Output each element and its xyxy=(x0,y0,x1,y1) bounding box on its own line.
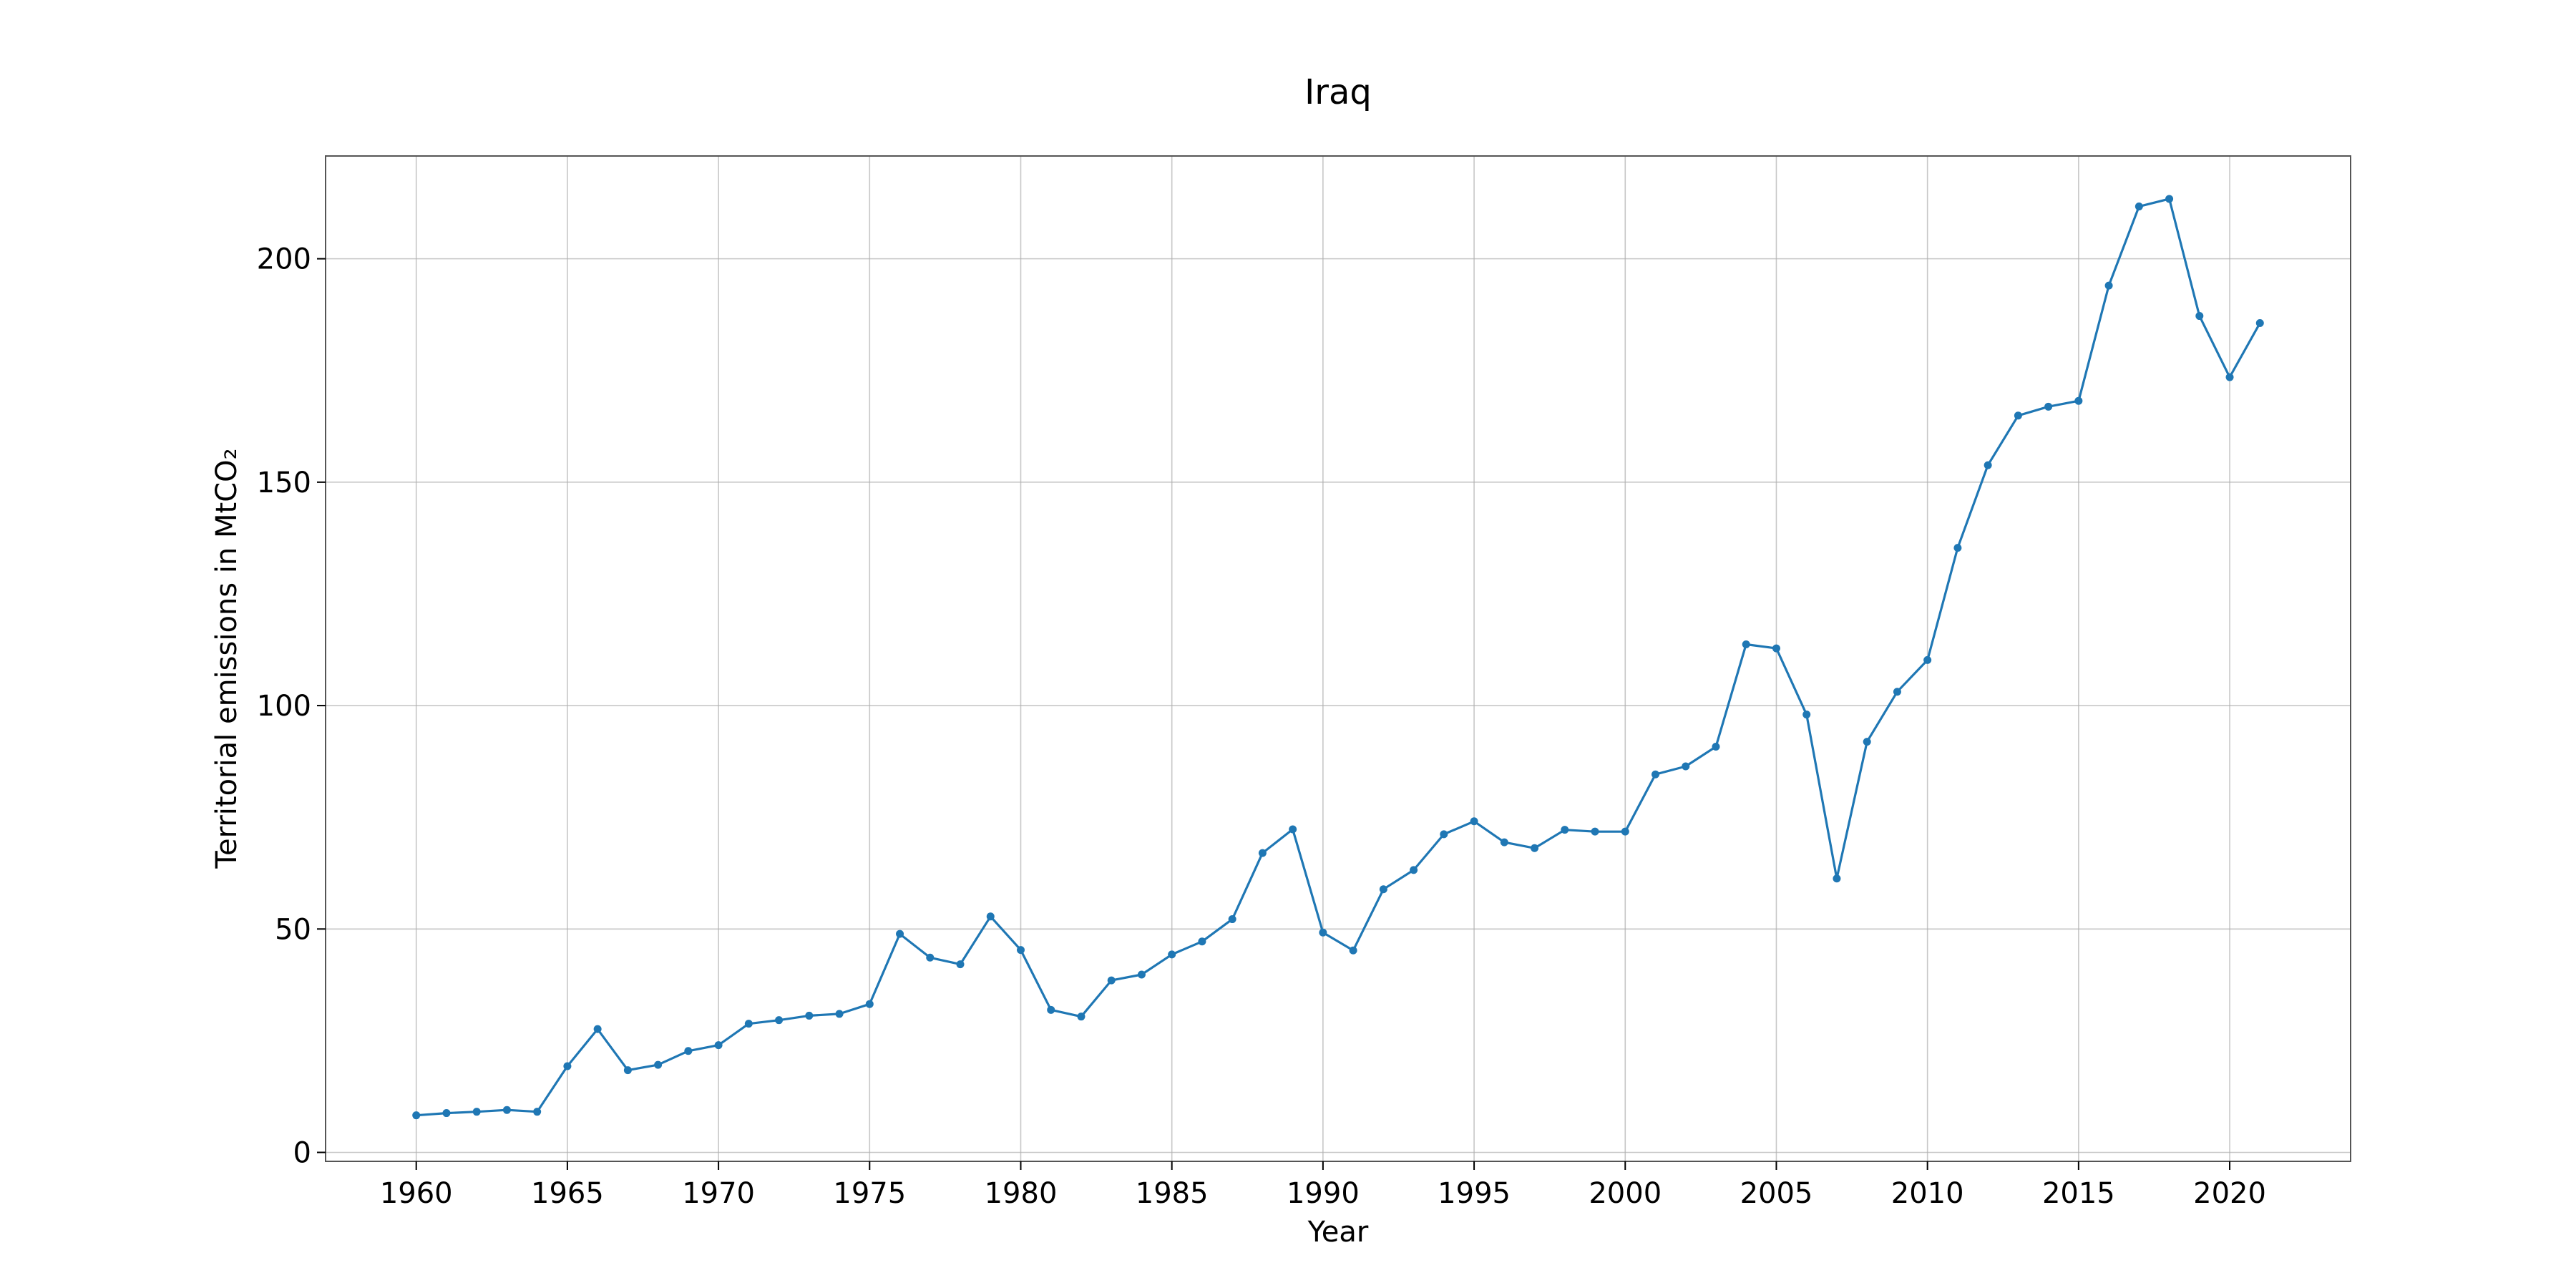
data-point xyxy=(1591,827,1599,836)
data-point xyxy=(533,1108,542,1116)
chart-title: Iraq xyxy=(1304,72,1372,112)
x-tick-label: 1965 xyxy=(531,1177,604,1210)
data-point xyxy=(2255,319,2264,328)
data-series xyxy=(412,195,2264,1120)
data-point xyxy=(1712,743,1720,751)
data-point xyxy=(1198,937,1206,946)
x-tick-label: 1995 xyxy=(1438,1177,1511,1210)
y-tick-label: 100 xyxy=(257,690,311,723)
data-point xyxy=(896,930,904,938)
data-point xyxy=(593,1025,602,1033)
x-tick-label: 2010 xyxy=(1891,1177,1964,1210)
data-point xyxy=(805,1011,814,1020)
data-point xyxy=(563,1062,572,1070)
data-point xyxy=(1077,1013,1085,1021)
x-tick-label: 2020 xyxy=(2193,1177,2266,1210)
data-point xyxy=(2225,373,2234,381)
data-point xyxy=(1561,826,1569,834)
y-tick-label: 150 xyxy=(257,467,311,499)
data-point xyxy=(2195,312,2204,321)
data-point xyxy=(865,1000,874,1008)
x-tick-label: 1960 xyxy=(380,1177,453,1210)
data-point xyxy=(2044,402,2053,411)
data-point xyxy=(1168,950,1176,959)
data-point xyxy=(1500,838,1508,847)
plot-area-frame xyxy=(325,155,2351,1162)
data-point xyxy=(1984,461,1992,469)
y-tick-label: 200 xyxy=(257,243,311,276)
data-point xyxy=(956,960,965,969)
data-point xyxy=(1863,738,1871,746)
data-point xyxy=(1349,946,1357,955)
y-axis-title: Territorial emissions in MtCO₂ xyxy=(210,448,243,869)
data-point xyxy=(1833,874,1841,883)
data-point xyxy=(1531,844,1539,852)
data-point xyxy=(1923,655,1932,664)
x-tick-label: 2015 xyxy=(2042,1177,2115,1210)
x-tick-label: 1975 xyxy=(833,1177,906,1210)
data-point xyxy=(986,912,995,921)
x-tick-label: 2000 xyxy=(1589,1177,1662,1210)
data-point xyxy=(684,1047,693,1055)
data-point xyxy=(1016,946,1025,955)
data-point xyxy=(1742,640,1750,649)
data-point xyxy=(1470,817,1478,826)
axis-ticks: 1960 1965 1970 1975 1980 1985 1990 1995 2000 2005… xyxy=(257,243,2266,1210)
data-point xyxy=(502,1106,511,1114)
data-point xyxy=(2135,203,2143,211)
data-point xyxy=(1682,762,1690,771)
data-point xyxy=(442,1109,451,1118)
data-point xyxy=(1802,711,1811,719)
grid xyxy=(326,156,2351,1161)
x-tick-label: 1970 xyxy=(682,1177,755,1210)
x-tick-label: 1990 xyxy=(1287,1177,1360,1210)
data-point xyxy=(1319,928,1327,937)
y-tick-label: 50 xyxy=(275,913,311,946)
data-point xyxy=(775,1016,784,1025)
x-tick-label: 1985 xyxy=(1136,1177,1209,1210)
x-axis-title: Year xyxy=(1307,1216,1369,1249)
data-point xyxy=(1107,976,1116,985)
data-point xyxy=(1440,830,1448,839)
data-point xyxy=(1621,827,1629,836)
data-point xyxy=(1953,544,1962,552)
data-point xyxy=(1379,885,1387,894)
data-point xyxy=(412,1111,421,1120)
data-point xyxy=(654,1060,663,1069)
data-point xyxy=(623,1066,632,1075)
data-point xyxy=(1258,849,1267,857)
data-point xyxy=(2014,411,2022,420)
data-point xyxy=(1228,915,1236,924)
data-point xyxy=(2165,195,2174,203)
data-point xyxy=(926,953,935,962)
data-point xyxy=(2074,396,2083,405)
data-point xyxy=(744,1020,753,1028)
y-tick-label: 0 xyxy=(293,1137,311,1170)
data-point xyxy=(1772,644,1780,653)
data-point xyxy=(835,1010,844,1018)
data-point xyxy=(1410,866,1418,874)
data-point xyxy=(472,1108,481,1116)
x-tick-label: 1980 xyxy=(985,1177,1058,1210)
x-tick-label: 2005 xyxy=(1740,1177,1813,1210)
data-point xyxy=(1137,970,1146,979)
data-point xyxy=(2104,281,2113,290)
data-point xyxy=(714,1041,723,1050)
data-point xyxy=(1893,688,1901,696)
data-point xyxy=(1652,770,1660,779)
series-line xyxy=(416,197,2261,1117)
data-point xyxy=(1289,825,1297,834)
data-point xyxy=(1047,1005,1055,1014)
